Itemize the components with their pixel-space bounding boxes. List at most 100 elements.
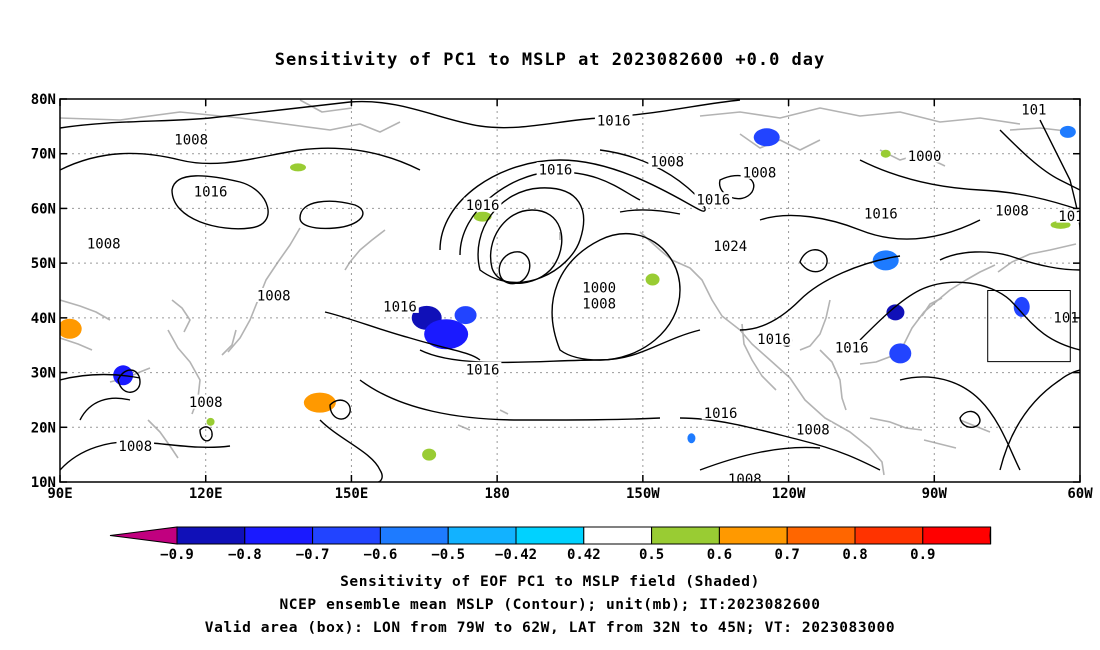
caption-shaded: Sensitivity of EOF PC1 to MSLP field (Sh… [340,574,760,590]
x-tick-label: 60W [1067,486,1093,502]
coastline [639,231,885,476]
shaded-patch [753,128,780,147]
axes: 90E 120E 150E 180 150W 120W 90W 60W 10N 20N 30N 40N… [31,92,1094,502]
contour-label: 1016 [597,113,631,129]
contour-label: 1016 [835,340,869,356]
colorbar-left-arrow [109,526,178,545]
contour-label: 1016 [466,198,500,214]
colorbar-label: −0.6 [364,547,398,563]
colorbar-segment [922,526,992,545]
colorbar-segment [244,526,314,545]
contour-label: 1008 [743,165,777,181]
mslp-contour [117,369,141,393]
colorbar: −0.9 −0.8 −0.7 −0.6 −0.5 −0.42 0.42 0.5 0.6 0.7 0.… [109,526,992,563]
valid-area-rect [987,290,1071,363]
contour-label: 1008 [582,297,616,313]
contour-label: 1016 [1058,209,1092,225]
coastline [147,419,179,459]
contour-label-bg [794,422,832,437]
mslp-contour [719,174,755,200]
y-tick-label: 30N [31,366,56,382]
colorbar-segment [786,526,856,545]
contour-label-bg [701,405,740,420]
y-tick-label: 60N [31,201,56,217]
y-tick-label: 70N [31,147,56,163]
mslp-contour [739,255,901,331]
contour-label: 1008 [650,154,684,170]
mslp-contour [859,159,1080,211]
mslp-contour [619,209,681,215]
contour-label-bg [580,296,618,311]
x-tick-label: 120E [189,486,223,502]
contour-label-bg [381,298,419,313]
shaded-patch [424,319,469,350]
plot-frame [59,98,1081,483]
y-tick-label: 20N [31,420,56,436]
contour-label-bg [726,471,764,482]
contour-label-bg [862,205,900,220]
shaded-patch [872,250,899,271]
shaded-patch [290,163,306,172]
valid-area-box [987,290,1071,363]
coastline [997,243,1077,273]
coastline [221,329,237,356]
mslp-contour [799,249,828,273]
colorbar-label: 0.42 [567,547,601,563]
contour-label-bg [84,235,123,250]
mslp-contour [939,251,1080,271]
contour-label-bg [648,153,686,168]
mslp-contour [199,426,213,442]
mslp-contour [79,397,131,421]
colorbar-segment [447,526,517,545]
shaded-patch [206,417,215,426]
contour-label-bg [755,331,793,346]
contour-label: 1016 [383,299,417,315]
contour-label-bg [463,197,502,212]
contour-label-bg [172,132,210,147]
shaded-patch [303,392,336,413]
contour-label-bg [191,184,230,199]
y-tick-label: 40N [31,311,56,327]
mslp-contour [349,99,741,129]
contour-label: 1008 [189,395,223,411]
coastline [739,133,821,151]
colorbar-label: 0.6 [707,547,732,563]
x-tick-label: 90W [922,486,948,502]
lat-lon-grid [60,99,1080,482]
coastline [299,99,353,113]
mslp-contour [498,251,531,285]
colorbar-segment [176,526,246,545]
contour-label: 1016 [864,206,898,222]
coastline [869,417,923,431]
mslp-contour [759,214,981,240]
contour-label-bg [740,164,779,179]
mslp-contour [324,311,481,361]
coastline [344,229,386,271]
contour-label-bg [1051,309,1080,324]
sensitivity-shading [60,125,1076,461]
contour-label: 1016 [539,163,573,179]
shaded-patch [1050,220,1071,229]
contour-label-bg [186,394,225,409]
contour-label: 1008 [796,423,830,439]
contour-label-bg [905,148,944,163]
contour-label-bg [536,162,575,177]
contour-label-bg [254,287,293,302]
mslp-contour [439,149,706,251]
mslp-contour [359,379,661,421]
contour-label: 1000 [582,280,616,296]
contour-label-bg [993,203,1031,218]
contour-label: 1024 [713,239,747,255]
shaded-patch [473,211,492,222]
mslp-contour [859,281,1080,351]
contour-label-bg [594,112,633,127]
coastline [60,111,401,133]
colorbar-segment [583,526,653,545]
mslp-contour [329,399,351,420]
contour-label: 1008 [118,439,152,455]
mslp-contour [319,419,383,482]
shaded-patch [889,343,912,364]
shaded-patch [60,318,82,339]
contour-label: 1016 [1053,310,1087,326]
